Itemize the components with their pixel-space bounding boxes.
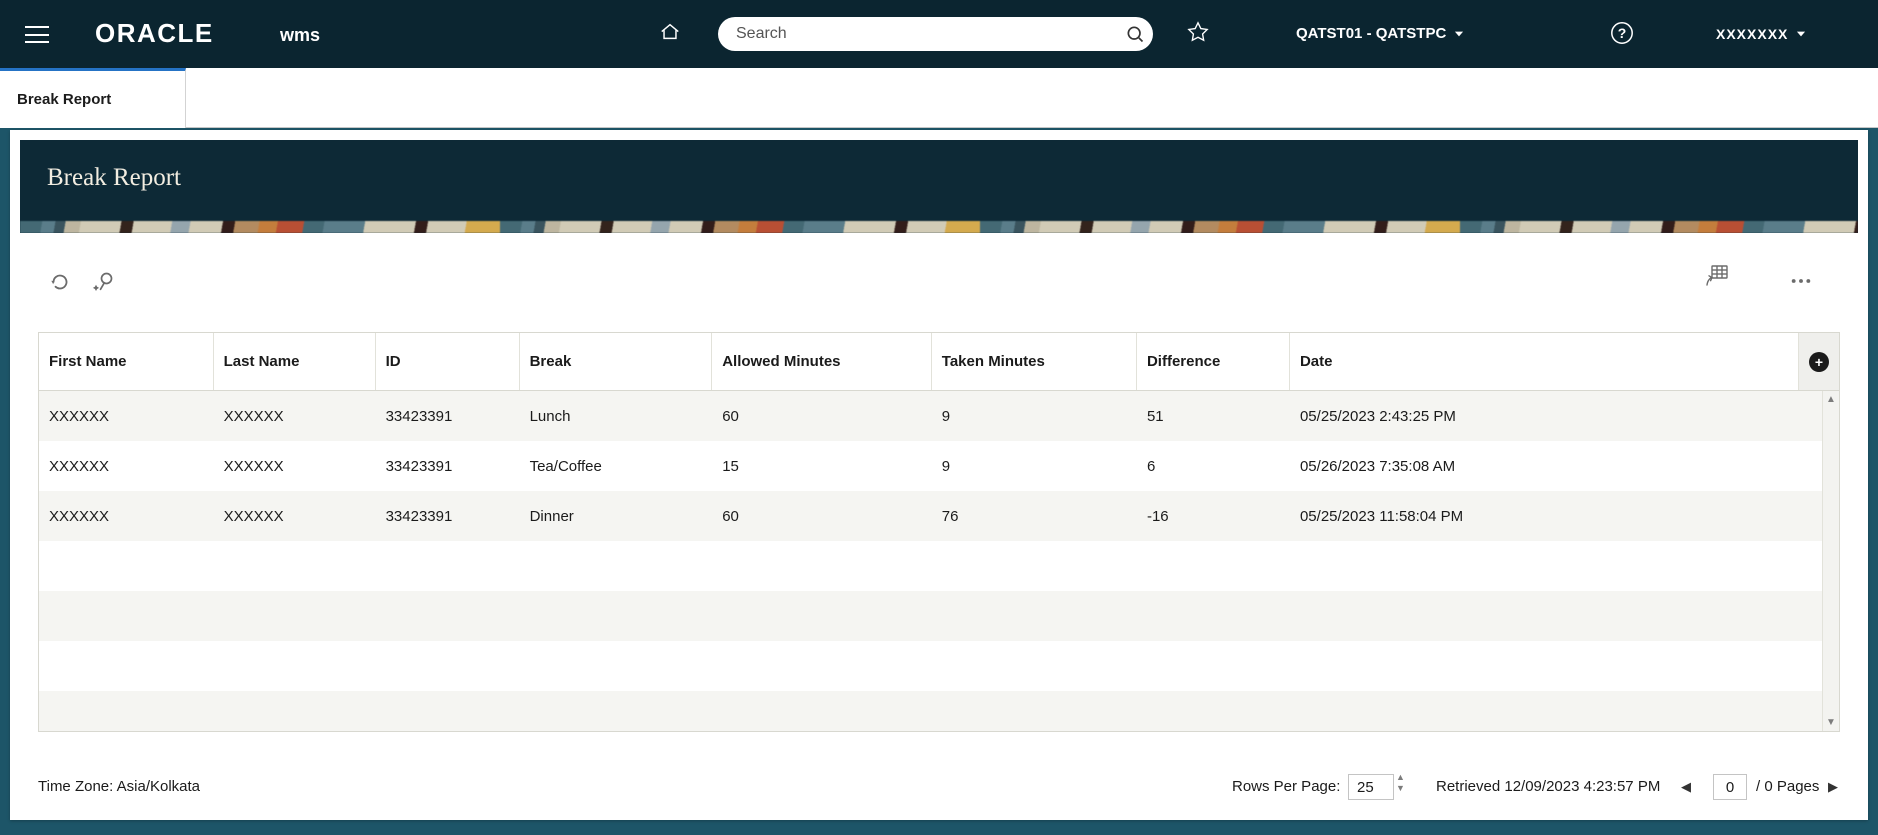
svg-text:ORACLE: ORACLE bbox=[95, 20, 214, 48]
svg-text:?: ? bbox=[1618, 25, 1627, 41]
